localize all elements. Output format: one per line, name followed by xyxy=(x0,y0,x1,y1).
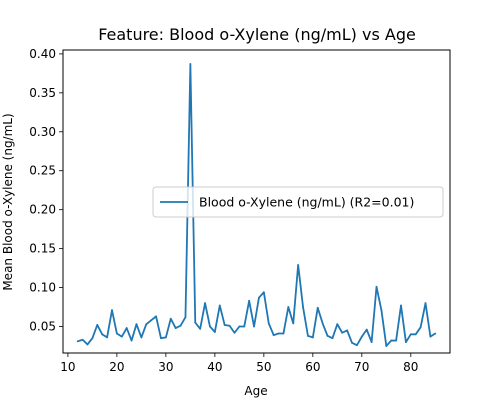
y-axis-ticks: 0.05 0.10 0.15 0.20 0.25 0.30 0.35 0.40 xyxy=(29,47,63,334)
y-tick-label: 0.30 xyxy=(29,125,56,139)
plot-frame xyxy=(62,49,451,354)
y-axis-label: Mean Blood o-Xylene (ng/mL) xyxy=(1,113,15,290)
legend: Blood o-Xylene (ng/mL) (R2=0.01) xyxy=(152,186,444,218)
x-axis-ticks: 10 20 30 40 50 60 70 80 xyxy=(60,353,418,374)
x-tick-label: 30 xyxy=(158,360,173,374)
legend-box xyxy=(152,186,444,218)
x-tick-label: 50 xyxy=(256,360,271,374)
y-tick-label: 0.40 xyxy=(29,47,56,61)
series-line xyxy=(77,63,436,347)
x-tick-label: 10 xyxy=(60,360,75,374)
x-tick-label: 20 xyxy=(109,360,124,374)
y-tick-label: 0.25 xyxy=(29,164,56,178)
y-tick-label: 0.10 xyxy=(29,281,56,295)
y-tick-label: 0.20 xyxy=(29,203,56,217)
y-tick-label: 0.15 xyxy=(29,242,56,256)
x-tick-label: 80 xyxy=(403,360,418,374)
x-tick-label: 70 xyxy=(354,360,369,374)
chart-title: Feature: Blood o-Xylene (ng/mL) vs Age xyxy=(98,25,416,44)
y-tick-label: 0.05 xyxy=(29,320,56,334)
x-axis-label: Age xyxy=(244,384,267,398)
x-tick-label: 60 xyxy=(305,360,320,374)
y-tick-label: 0.35 xyxy=(29,86,56,100)
legend-entry-label: Blood o-Xylene (ng/mL) (R2=0.01) xyxy=(199,195,414,210)
x-tick-label: 40 xyxy=(207,360,222,374)
